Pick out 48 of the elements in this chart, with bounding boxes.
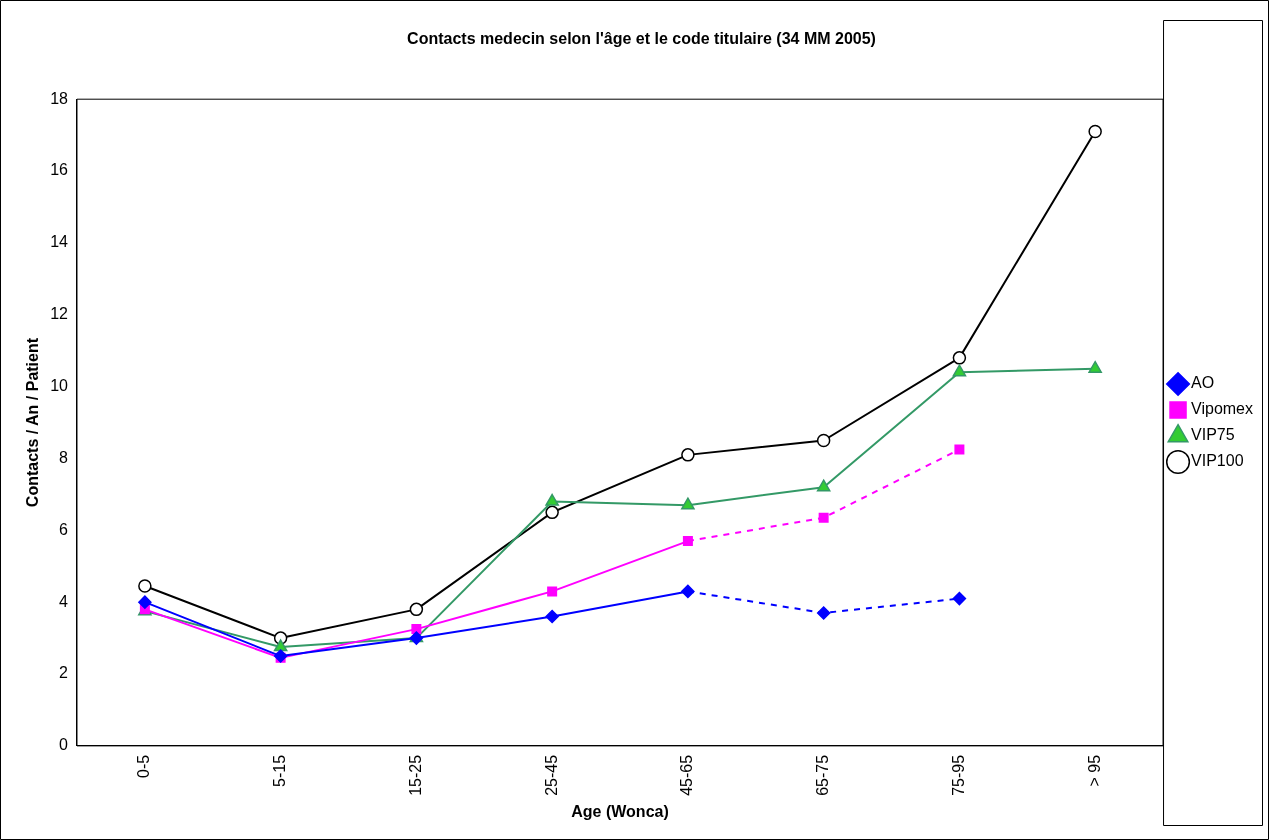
y-tick-label: 10 — [50, 377, 69, 395]
legend-label: VIP75 — [1191, 426, 1235, 444]
x-tick-label: 45-65 — [678, 754, 696, 796]
point — [952, 591, 967, 606]
y-tick-label: 6 — [59, 520, 69, 538]
point — [545, 505, 559, 520]
x-tick-label: > 95 — [1085, 754, 1103, 787]
y-tick-label: 16 — [50, 161, 69, 179]
point — [952, 351, 967, 365]
point — [816, 479, 831, 492]
x-tick-label: 5-15 — [271, 754, 289, 787]
point — [138, 595, 152, 609]
y-tick-label: 4 — [59, 592, 69, 610]
point — [547, 586, 558, 597]
point — [682, 536, 693, 547]
y-tick-label: 0 — [59, 736, 69, 754]
point — [545, 493, 559, 506]
point — [138, 579, 152, 593]
point — [681, 497, 695, 510]
y-axis-title: Contacts / An / Patient — [24, 337, 42, 508]
x-tick-label: 65-75 — [814, 754, 832, 796]
y-tick-label: 14 — [50, 233, 69, 251]
x-tick-label: 75-95 — [949, 754, 967, 796]
point — [545, 609, 559, 624]
point — [409, 602, 424, 617]
point — [954, 444, 965, 455]
y-tick-label: 12 — [50, 305, 69, 323]
legend-label: VIP100 — [1191, 452, 1244, 470]
y-tick-label: 2 — [59, 664, 69, 682]
point — [681, 448, 695, 462]
y-tick-label: 8 — [59, 448, 69, 466]
legend-label: AO — [1191, 374, 1215, 392]
point — [273, 639, 288, 652]
point — [816, 606, 831, 620]
x-axis-title: Age (Wonca) — [571, 802, 669, 820]
point — [952, 364, 967, 377]
point — [818, 512, 829, 523]
legend-label: Vipomex — [1191, 400, 1254, 418]
point — [681, 584, 695, 599]
point — [816, 433, 831, 448]
point — [1088, 360, 1102, 373]
chart-title: Contacts medecin selon l'âge et le code titulaire (34 MM 2005) — [407, 30, 876, 48]
y-tick-label: 18 — [50, 89, 69, 107]
x-tick-label: 0-5 — [135, 754, 153, 778]
point — [1088, 124, 1102, 139]
x-tick-label: 15-25 — [406, 754, 424, 796]
x-tick-label: 25-45 — [542, 754, 560, 796]
point — [411, 624, 422, 635]
